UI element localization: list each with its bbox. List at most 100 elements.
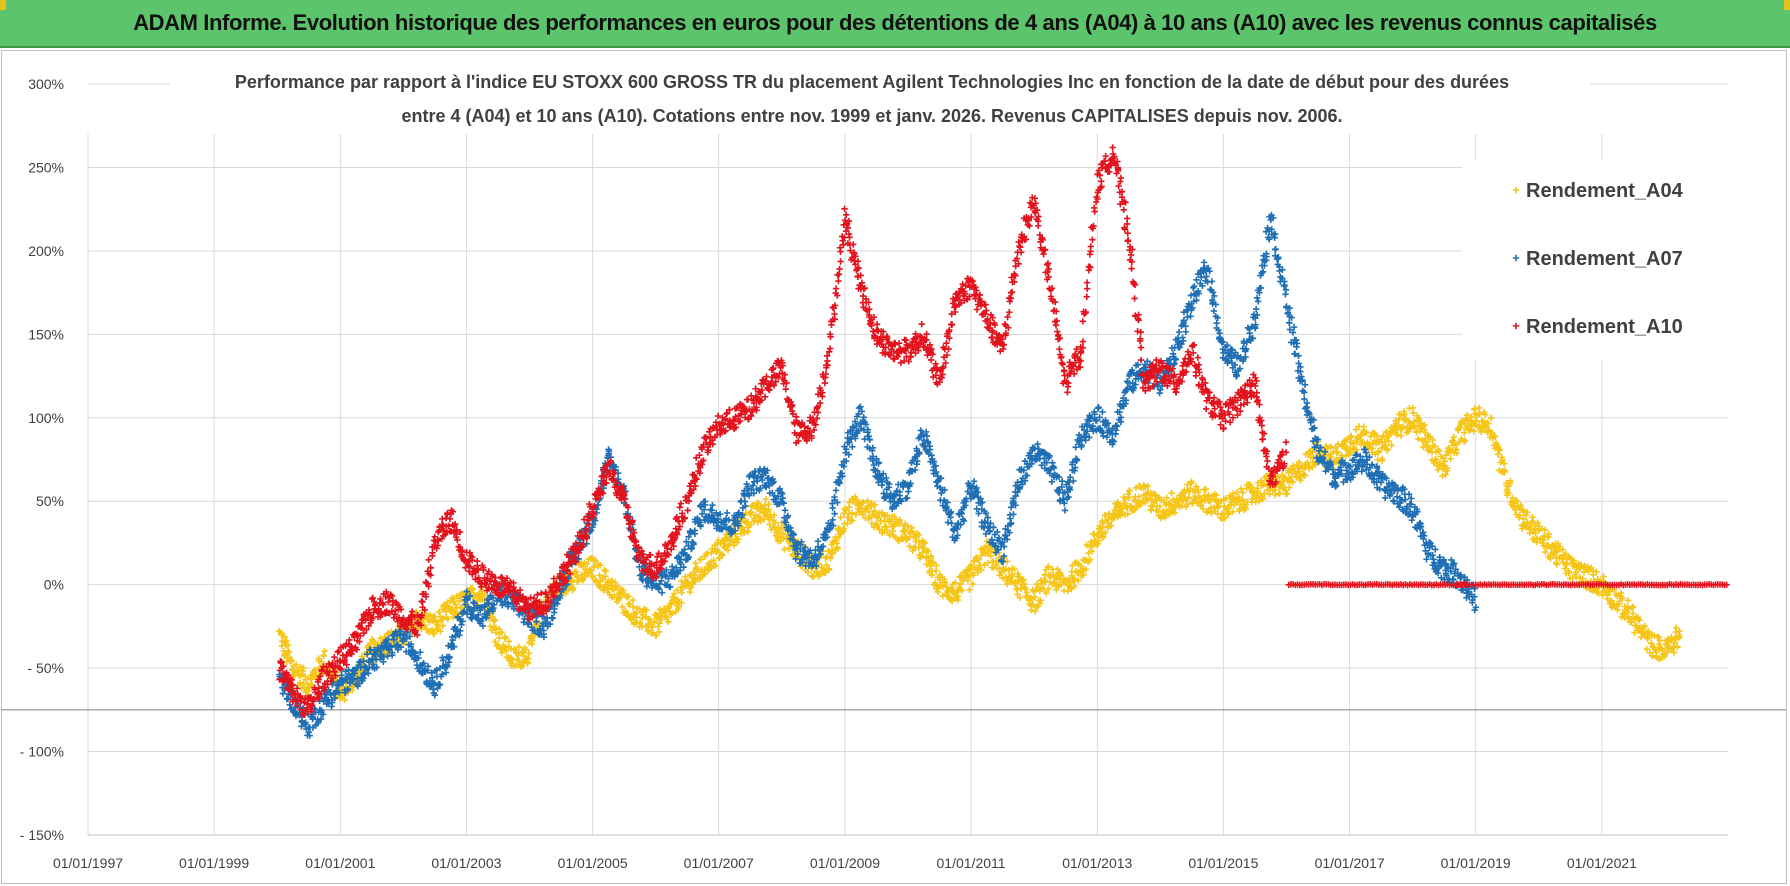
data-point bbox=[871, 507, 878, 515]
data-point bbox=[308, 675, 315, 683]
data-point bbox=[1208, 278, 1216, 285]
data-point bbox=[417, 648, 424, 656]
data-point bbox=[927, 554, 935, 562]
data-point bbox=[852, 511, 860, 518]
data-point bbox=[983, 538, 991, 545]
data-point bbox=[981, 561, 988, 569]
data-point bbox=[932, 567, 940, 574]
data-point bbox=[1010, 511, 1017, 518]
data-point bbox=[864, 497, 871, 505]
data-point bbox=[1271, 230, 1279, 238]
data-point bbox=[710, 557, 717, 564]
data-point bbox=[1012, 580, 1019, 587]
header-corner-right bbox=[1784, 0, 1790, 10]
data-point bbox=[1075, 577, 1082, 584]
data-point bbox=[302, 676, 309, 683]
data-point bbox=[573, 568, 580, 575]
data-point bbox=[754, 477, 761, 485]
data-point bbox=[1014, 591, 1021, 598]
data-point bbox=[874, 522, 881, 529]
data-point bbox=[1184, 313, 1191, 321]
data-point bbox=[1086, 556, 1094, 563]
data-point bbox=[1200, 259, 1208, 266]
data-point bbox=[1036, 587, 1044, 595]
data-point bbox=[848, 510, 856, 517]
data-point bbox=[720, 540, 727, 547]
data-point bbox=[1033, 603, 1040, 611]
data-point bbox=[883, 526, 890, 533]
data-point bbox=[298, 670, 305, 678]
data-point bbox=[712, 562, 720, 569]
data-point bbox=[771, 519, 779, 526]
chart-frame bbox=[1, 50, 1787, 884]
data-point bbox=[431, 630, 438, 637]
data-point bbox=[868, 500, 875, 507]
data-point bbox=[1187, 292, 1195, 299]
data-point bbox=[827, 555, 834, 562]
data-point bbox=[755, 513, 762, 520]
data-point bbox=[1016, 594, 1024, 601]
data-point bbox=[781, 507, 789, 514]
data-point bbox=[1095, 537, 1102, 545]
data-point bbox=[1080, 571, 1087, 578]
data-point bbox=[492, 624, 500, 632]
data-point bbox=[1409, 404, 1416, 412]
data-point bbox=[835, 534, 842, 541]
data-point bbox=[649, 623, 656, 631]
data-point bbox=[654, 623, 662, 630]
data-point bbox=[740, 529, 748, 536]
data-point bbox=[300, 664, 307, 672]
data-point bbox=[652, 632, 659, 639]
data-point bbox=[1187, 313, 1194, 320]
data-point bbox=[1006, 515, 1014, 522]
data-point bbox=[832, 487, 840, 494]
data-point bbox=[1011, 566, 1018, 573]
data-point bbox=[515, 643, 522, 650]
data-point bbox=[904, 522, 911, 530]
data-point bbox=[845, 503, 853, 511]
header-bar: ADAM Informe. Evolution historique des p… bbox=[0, 0, 1790, 48]
data-point bbox=[970, 478, 978, 485]
data-point bbox=[915, 531, 923, 538]
data-point bbox=[1094, 530, 1101, 538]
data-point bbox=[596, 572, 603, 579]
data-point bbox=[1072, 444, 1079, 451]
data-point bbox=[625, 593, 632, 600]
data-point bbox=[425, 556, 432, 564]
data-point bbox=[1189, 284, 1197, 291]
data-point bbox=[505, 638, 512, 645]
data-point bbox=[498, 649, 506, 656]
data-point bbox=[1054, 565, 1061, 573]
data-point bbox=[368, 636, 376, 643]
data-point bbox=[639, 611, 647, 619]
data-point bbox=[844, 520, 851, 527]
data-point bbox=[1529, 513, 1536, 521]
data-point bbox=[619, 603, 626, 611]
data-point bbox=[969, 580, 976, 588]
data-point bbox=[761, 509, 768, 517]
data-point bbox=[525, 655, 532, 662]
page-title: ADAM Informe. Evolution historique des p… bbox=[133, 10, 1657, 35]
data-point bbox=[905, 488, 912, 495]
data-point bbox=[1541, 526, 1549, 534]
data-point bbox=[978, 566, 985, 574]
data-point bbox=[975, 556, 983, 563]
data-point bbox=[923, 553, 930, 561]
data-point bbox=[1028, 606, 1035, 614]
data-point bbox=[928, 571, 936, 579]
data-point bbox=[814, 538, 822, 545]
data-point bbox=[974, 569, 982, 576]
data-point bbox=[579, 577, 587, 584]
data-point bbox=[831, 510, 838, 517]
data-point bbox=[1045, 563, 1052, 570]
data-point bbox=[341, 696, 348, 704]
data-point bbox=[518, 649, 526, 656]
data-point bbox=[929, 558, 937, 566]
data-point bbox=[284, 648, 292, 655]
data-point bbox=[749, 502, 756, 509]
data-point bbox=[771, 511, 778, 519]
data-point bbox=[822, 569, 829, 576]
data-point bbox=[583, 560, 591, 568]
data-point bbox=[592, 557, 599, 564]
